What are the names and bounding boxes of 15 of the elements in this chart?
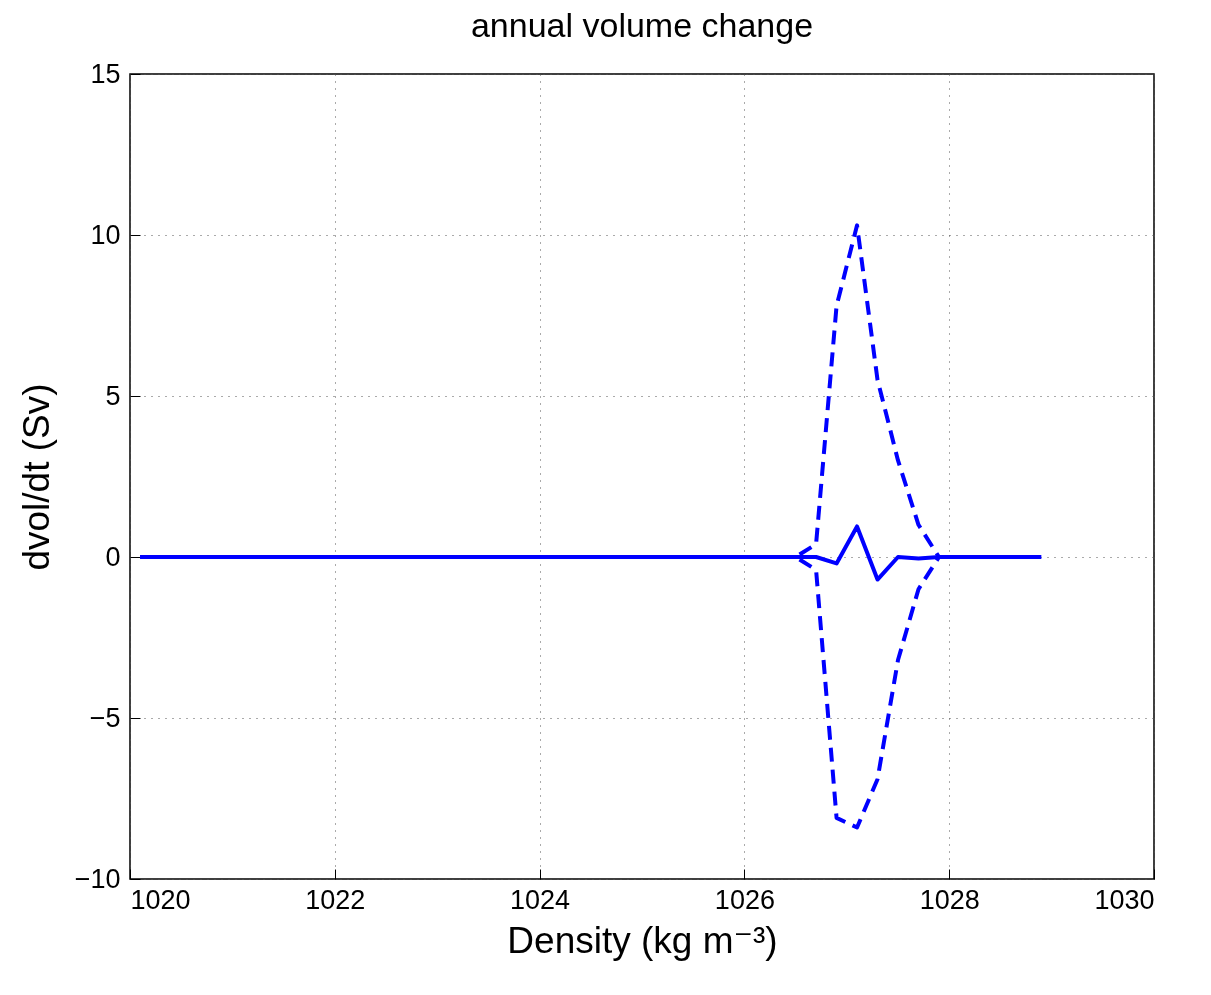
x-tick-label: 1020 bbox=[130, 884, 191, 915]
y-tick-label: −5 bbox=[89, 702, 121, 733]
chart-title: annual volume change bbox=[470, 6, 814, 44]
x-axis-title: Density (kg m⁻³) bbox=[507, 919, 778, 961]
y-tick-label: 0 bbox=[105, 541, 121, 572]
x-tick-label: 1028 bbox=[919, 884, 980, 915]
y-axis-title: dvol/dt (Sv) bbox=[15, 383, 57, 571]
y-tick-label: 10 bbox=[90, 219, 121, 250]
y-tick-label: 5 bbox=[105, 380, 121, 411]
y-tick-label: −10 bbox=[74, 863, 121, 894]
y-tick-label: 15 bbox=[90, 58, 121, 89]
x-tick-label: 1024 bbox=[510, 884, 571, 915]
x-tick-label: 1026 bbox=[714, 884, 775, 915]
x-tick-label: 1030 bbox=[1094, 884, 1155, 915]
x-tick-label: 1022 bbox=[305, 884, 366, 915]
